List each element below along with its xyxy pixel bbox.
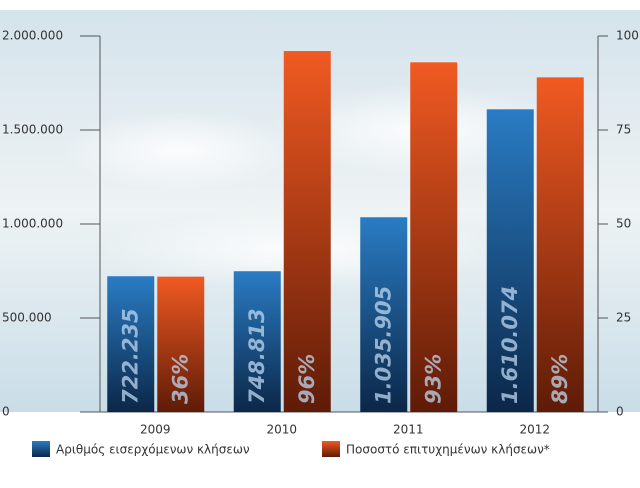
legend-label: Ποσοστό επιτυχημένων κλήσεων*	[346, 443, 550, 457]
bar	[410, 62, 458, 412]
y2-tick-label: 25	[616, 311, 631, 325]
y-tick-label: 500.000	[2, 311, 52, 325]
value-label: 722.235	[118, 308, 142, 404]
cloud	[60, 110, 300, 190]
value-label: 93%	[421, 354, 445, 404]
y-tick-label: 0	[2, 405, 10, 419]
y2-tick-label: 75	[616, 123, 631, 137]
value-label: 748.813	[245, 308, 269, 404]
value-label: 89%	[548, 354, 572, 404]
y-tick-label: 1.500.000	[2, 123, 63, 137]
x-tick-label: 2009	[140, 423, 171, 437]
legend-label: Αριθμός εισερχόμενων κλήσεων	[56, 443, 250, 457]
y-tick-label: 2.000.000	[2, 29, 63, 43]
bar	[233, 271, 281, 412]
bar	[486, 109, 534, 412]
y2-tick-label: 0	[616, 405, 624, 419]
y2-tick-label: 50	[616, 217, 631, 231]
legend-swatch	[32, 441, 50, 457]
bar	[536, 77, 584, 413]
value-label: 36%	[168, 354, 192, 404]
value-label: 1.610.074	[498, 286, 522, 404]
x-tick-label: 2010	[266, 423, 297, 437]
y-tick-label: 1.000.000	[2, 217, 63, 231]
y2-tick-label: 100	[616, 29, 639, 43]
x-tick-label: 2011	[393, 423, 424, 437]
value-label: 1.035.905	[371, 286, 395, 404]
bar	[283, 51, 331, 412]
legend-swatch	[322, 441, 340, 457]
x-tick-label: 2012	[519, 423, 550, 437]
value-label: 96%	[295, 354, 319, 404]
bar	[157, 276, 205, 412]
bar	[107, 276, 155, 412]
bar	[360, 217, 408, 412]
